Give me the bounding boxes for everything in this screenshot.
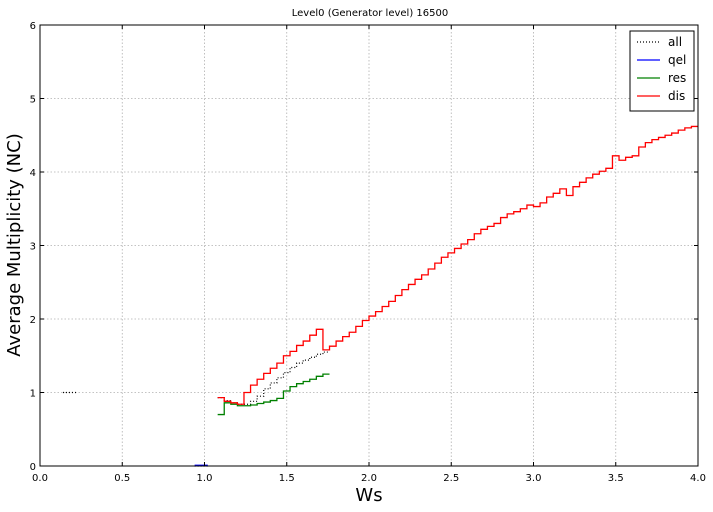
x-tick-label: 3.5 — [608, 473, 624, 484]
series-res-line — [217, 373, 330, 416]
y-tick-label: 2 — [30, 315, 36, 326]
x-tick-label: 2.5 — [443, 473, 459, 484]
legend-label-all: all — [668, 35, 682, 49]
grid — [40, 25, 698, 466]
y-tick-label: 5 — [30, 95, 36, 106]
x-tick-label: 3.0 — [526, 473, 542, 484]
y-tick-label: 1 — [30, 389, 36, 400]
series-all-line — [63, 351, 330, 467]
legend-box — [629, 30, 695, 112]
x-tick-label: 2.0 — [361, 473, 377, 484]
legend-label-qel: qel — [668, 53, 686, 67]
y-axis-label: Average Multiplicity (NC) — [4, 133, 25, 356]
y-tick-label: 6 — [30, 21, 36, 32]
x-axis-label: Ws — [355, 485, 382, 506]
chart-title: Level0 (Generator level) 16500 — [292, 8, 448, 19]
x-tick-label: 0.5 — [114, 473, 130, 484]
legend-label-dis: dis — [668, 89, 685, 103]
legend-label-res: res — [668, 71, 686, 85]
x-tick-label: 4.0 — [690, 473, 706, 484]
ticks: 0.0 0.5 1.0 1.5 2.0 2.5 3.0 3.5 4.0 0 1 2 3 4 5 6 — [30, 21, 706, 484]
y-tick-label: 4 — [30, 168, 36, 179]
series-layer — [63, 125, 698, 467]
x-tick-label: 1.5 — [279, 473, 295, 484]
y-tick-label: 0 — [30, 462, 36, 473]
x-tick-label: 0.0 — [32, 473, 48, 484]
y-tick-label: 3 — [30, 242, 36, 253]
x-tick-label: 1.0 — [197, 473, 213, 484]
series-dis-line — [217, 125, 698, 405]
legend: all qel res dis — [629, 30, 695, 112]
